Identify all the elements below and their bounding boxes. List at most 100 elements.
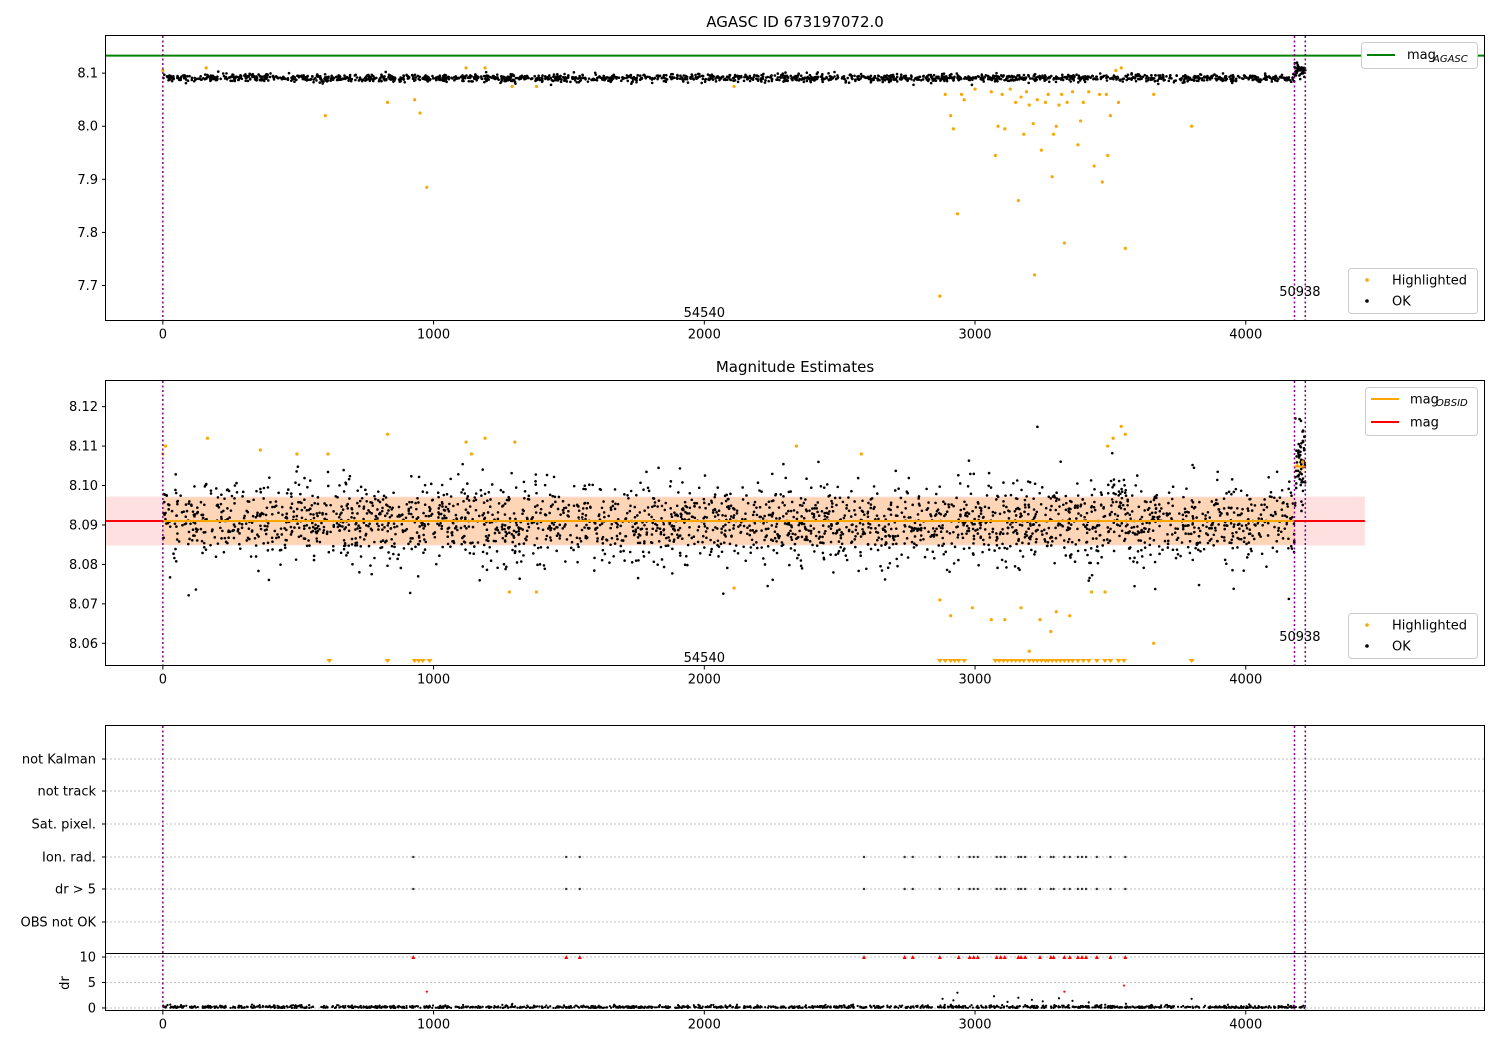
ok-point [1153,587,1157,591]
ok-point [950,503,953,506]
ok-point [613,507,617,511]
ok-point [1265,78,1268,81]
ok-point [424,514,428,518]
ok-point [762,522,765,525]
ok-point [503,527,506,531]
ok-point [565,80,569,83]
ok-point [1136,530,1140,533]
ok-point [1300,509,1303,513]
ok-point [408,500,411,504]
ok-point [387,551,390,554]
ok-point [1035,510,1039,514]
ok-point [1049,497,1053,500]
ok-point [1118,534,1121,538]
ok-point [1277,526,1281,530]
ok-point [841,500,845,504]
ok-point [584,514,588,517]
ok-point [596,539,599,543]
ok-point [647,551,651,554]
ok-point [494,539,498,543]
ok-point [911,503,915,507]
ok-point [808,540,812,543]
ok-point [797,535,800,539]
ok-point [1238,537,1241,541]
ok-point [708,78,711,82]
ok-point [956,525,960,528]
ok-point [310,504,314,507]
ok-point [797,553,800,557]
ok-point [662,529,665,532]
ok-point [675,533,679,536]
ok-point [1069,74,1072,78]
ok-point [525,535,529,538]
ok-point [188,500,191,503]
ok-point [285,492,289,495]
highlighted-point [464,66,468,70]
ok-point [423,75,427,79]
ok-point [441,505,444,508]
ok-point [1106,491,1110,495]
ok-point [643,509,646,512]
ok-point [691,77,695,81]
ok-point [634,528,638,531]
ok-point [215,504,219,507]
ok-point [559,513,562,516]
ok-point [1067,521,1071,525]
ok-point [1230,538,1234,542]
ok-point [1171,504,1175,508]
highlighted-point [1097,92,1102,96]
ok-point [1291,502,1295,505]
ok-point [1123,507,1127,511]
ok-point [678,526,682,530]
ok-point [578,79,582,83]
ok-point [839,545,843,549]
ok-point [741,517,744,521]
ok-point [1038,491,1041,495]
ok-point [1165,75,1168,78]
ok-point [385,503,388,506]
ok-point [474,492,478,495]
ok-point [1015,507,1018,511]
ok-point [1228,75,1231,79]
ok-point [761,517,765,520]
ok-point [776,76,780,79]
ok-point [652,497,656,500]
ok-point [1110,498,1114,501]
ok-point [765,534,769,537]
ok-point [1033,550,1037,554]
ok-point [934,501,937,505]
ok-point [174,488,177,492]
ok-point [1034,76,1038,80]
below-range-marker [1020,659,1027,663]
ok-point [271,74,275,78]
ok-point [683,500,687,504]
ok-point [250,530,254,533]
ok-point [256,533,259,536]
ok-point [347,79,350,82]
ok-point [462,76,466,79]
ok-point [686,81,690,84]
ok-point [628,550,632,554]
ok-point [609,543,612,547]
ok-point [380,79,383,83]
ok-point [599,488,603,491]
ok-point [1275,539,1279,543]
ok-point [972,542,975,545]
ok-point [497,502,501,505]
ok-point [876,548,880,552]
ok-point [787,521,791,525]
ok-point [916,529,919,533]
ok-point [889,508,892,512]
ok-point [798,503,802,507]
ok-point [1118,524,1122,528]
ok-point [1071,77,1075,80]
ok-point [180,510,184,514]
ok-point [760,80,763,83]
highlighted-point [959,92,964,96]
ok-point [1194,546,1197,550]
ok-point [935,527,938,531]
ok-point [1160,507,1163,510]
ok-point [1297,449,1300,452]
ok-point [1023,510,1026,514]
